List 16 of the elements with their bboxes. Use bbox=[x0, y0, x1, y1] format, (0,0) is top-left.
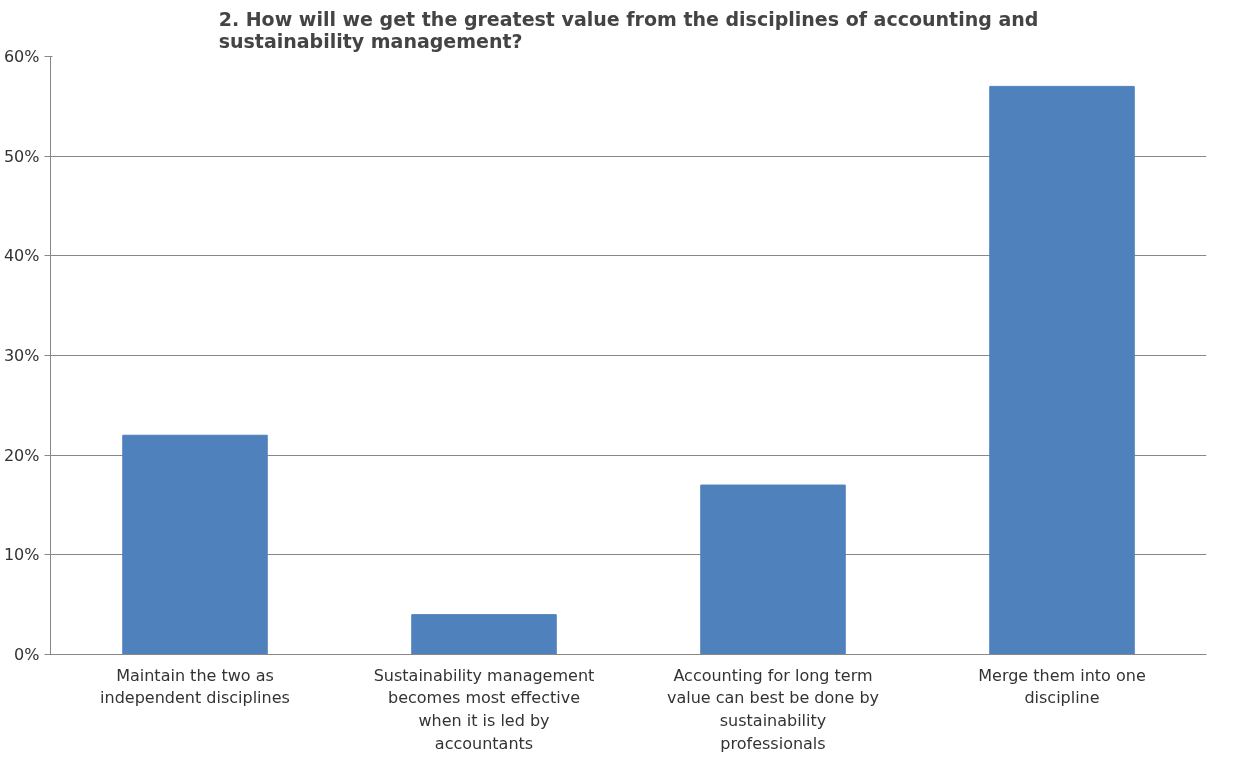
chart-title: 2. How will we get the greatest value from the disciplines of accounting and sustainability management? bbox=[218, 7, 1039, 52]
y-tick-label: 50% bbox=[3, 146, 40, 166]
bar bbox=[411, 614, 557, 655]
y-tick-label: 60% bbox=[3, 47, 40, 66]
y-tick-label: 30% bbox=[3, 346, 40, 365]
x-tick-label: Sustainability management becomes most effective when it is led by accountants bbox=[373, 665, 595, 753]
y-tick-label: 0% bbox=[14, 645, 40, 664]
y-tick-label: 10% bbox=[3, 545, 40, 565]
bar bbox=[122, 434, 268, 655]
x-tick-label: Merge them into one discipline bbox=[978, 665, 1146, 708]
bar bbox=[700, 484, 846, 655]
x-tick-label: Accounting for long term value can best be done by sustainability professionals bbox=[666, 665, 880, 753]
x-tick-label: Maintain the two as independent disciplines bbox=[100, 665, 290, 708]
bar bbox=[989, 85, 1135, 655]
y-tick-label: 20% bbox=[3, 445, 40, 465]
y-tick-label: 40% bbox=[3, 246, 40, 266]
